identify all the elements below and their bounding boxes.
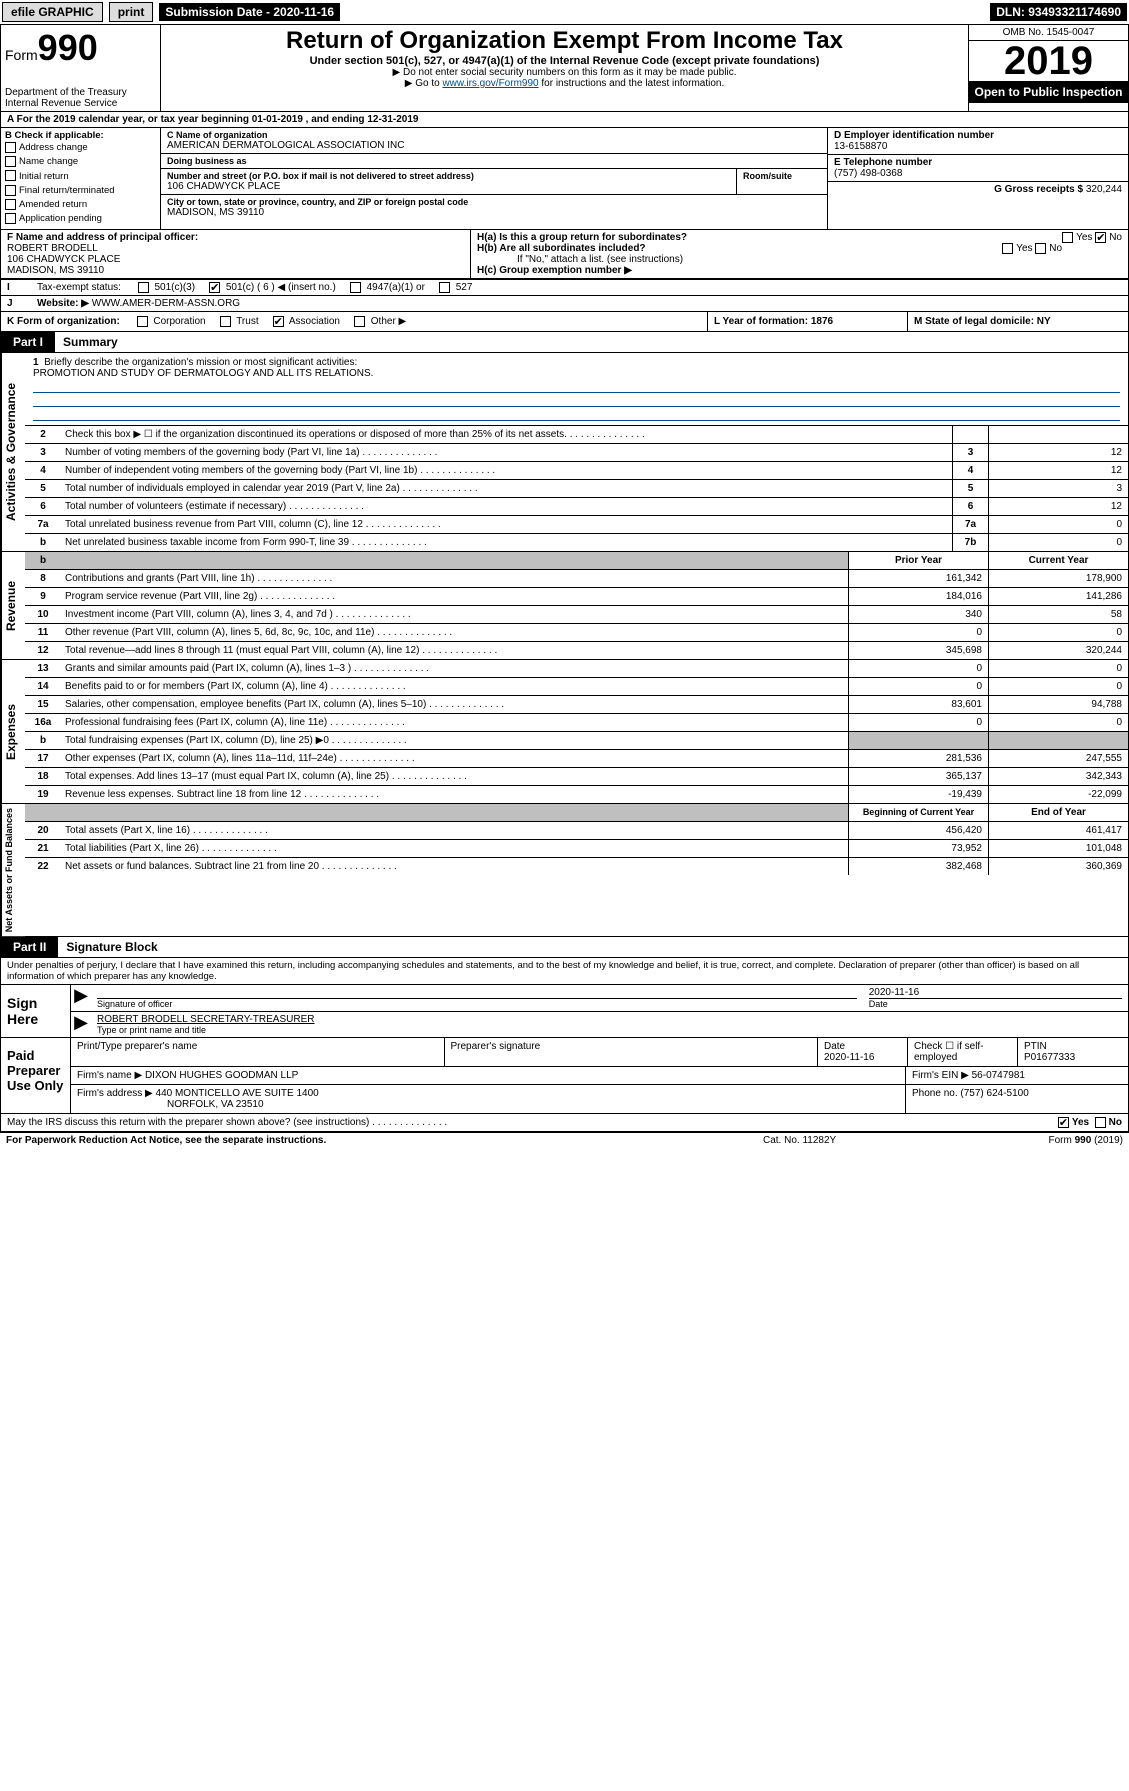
- section-f: F Name and address of principal officer:…: [1, 230, 471, 278]
- mission-line: 1 Briefly describe the organization's mi…: [25, 353, 1128, 426]
- line-13: 13Grants and similar amounts paid (Part …: [25, 660, 1128, 678]
- right-info-column: D Employer identification number 13-6158…: [828, 128, 1128, 229]
- section-m: M State of legal domicile: NY: [908, 312, 1128, 331]
- gross-receipts: 320,244: [1086, 184, 1122, 195]
- org-name: AMERICAN DERMATOLOGICAL ASSOCIATION INC: [167, 140, 821, 151]
- section-b: B Check if applicable: Address changeNam…: [1, 128, 161, 229]
- org-form-opt[interactable]: Corporation: [137, 316, 206, 327]
- line-2: 2Check this box ▶ ☐ if the organization …: [25, 426, 1128, 444]
- checkbox-final-return-terminated[interactable]: Final return/terminated: [5, 184, 156, 198]
- line-17: 17Other expenses (Part IX, column (A), l…: [25, 750, 1128, 768]
- line-16a: 16aProfessional fundraising fees (Part I…: [25, 714, 1128, 732]
- line-7a: 7aTotal unrelated business revenue from …: [25, 516, 1128, 534]
- form-subtitle-1: Under section 501(c), 527, or 4947(a)(1)…: [167, 55, 962, 67]
- tax-status-opt[interactable]: 501(c)(3): [138, 282, 195, 293]
- vert-governance: Activities & Governance: [1, 353, 25, 551]
- sign-here-block: Sign Here ▶ Signature of officer 2020-11…: [1, 985, 1128, 1038]
- checkbox-amended-return[interactable]: Amended return: [5, 198, 156, 212]
- vert-net-assets: Net Assets or Fund Balances: [1, 804, 25, 936]
- checkbox-name-change[interactable]: Name change: [5, 155, 156, 169]
- checkbox-address-change[interactable]: Address change: [5, 141, 156, 155]
- section-h: H(a) Is this a group return for subordin…: [471, 230, 1128, 278]
- line-18: 18Total expenses. Add lines 13–17 (must …: [25, 768, 1128, 786]
- tax-status-opt[interactable]: 501(c) ( 6 ) ◀ (insert no.): [209, 282, 336, 293]
- paid-preparer-block: Paid Preparer Use Only Print/Type prepar…: [1, 1038, 1128, 1114]
- website-url[interactable]: WWW.AMER-DERM-ASSN.ORG: [92, 298, 240, 309]
- line-a: A For the 2019 calendar year, or tax yea…: [1, 112, 1128, 128]
- line-4: 4Number of independent voting members of…: [25, 462, 1128, 480]
- line-11: 11Other revenue (Part VIII, column (A), …: [25, 624, 1128, 642]
- efile-button[interactable]: efile GRAPHIC: [2, 2, 103, 22]
- checkbox-initial-return[interactable]: Initial return: [5, 170, 156, 184]
- city-state-zip: MADISON, MS 39110: [167, 207, 821, 218]
- form-subtitle-2a: ▶ Do not enter social security numbers o…: [167, 67, 962, 78]
- page-footer: For Paperwork Reduction Act Notice, see …: [0, 1133, 1129, 1148]
- line-b: bTotal fundraising expenses (Part IX, co…: [25, 732, 1128, 750]
- form-header: Form990 Department of the Treasury Inter…: [1, 25, 1128, 112]
- discuss-line: May the IRS discuss this return with the…: [1, 1114, 1128, 1132]
- checkbox-application-pending[interactable]: Application pending: [5, 212, 156, 226]
- form-subtitle-2b: ▶ Go to www.irs.gov/Form990 for instruct…: [167, 78, 962, 89]
- section-k: K Form of organization: Corporation Trus…: [1, 312, 708, 331]
- website-line: Website: ▶ WWW.AMER-DERM-ASSN.ORG: [37, 298, 1122, 309]
- print-button[interactable]: print: [109, 2, 154, 22]
- line-21: 21Total liabilities (Part X, line 26)73,…: [25, 840, 1128, 858]
- line-5: 5Total number of individuals employed in…: [25, 480, 1128, 498]
- org-form-opt[interactable]: Trust: [220, 316, 259, 327]
- line-14: 14Benefits paid to or for members (Part …: [25, 678, 1128, 696]
- top-toolbar: efile GRAPHIC print Submission Date - 20…: [0, 0, 1129, 24]
- line-b: bNet unrelated business taxable income f…: [25, 534, 1128, 551]
- declaration-text: Under penalties of perjury, I declare th…: [1, 958, 1128, 985]
- form-number: Form990: [5, 27, 156, 69]
- dln-label: DLN: 93493321174690: [990, 3, 1127, 21]
- tax-year: 2019: [969, 41, 1128, 81]
- irs-link[interactable]: www.irs.gov/Form990: [442, 78, 538, 89]
- part-2-header: Part II Signature Block: [1, 937, 1128, 958]
- line-15: 15Salaries, other compensation, employee…: [25, 696, 1128, 714]
- tax-status-opt[interactable]: 4947(a)(1) or: [350, 282, 425, 293]
- street-address: 106 CHADWYCK PLACE: [167, 181, 730, 192]
- vert-expenses: Expenses: [1, 660, 25, 803]
- line-8: 8Contributions and grants (Part VIII, li…: [25, 570, 1128, 588]
- phone-value: (757) 498-0368: [834, 168, 1122, 179]
- ein-value: 13-6158870: [834, 141, 1122, 152]
- part-1-header: Part I Summary: [1, 332, 1128, 353]
- tax-exempt-status: Tax-exempt status: 501(c)(3) 501(c) ( 6 …: [37, 282, 1122, 293]
- line-20: 20Total assets (Part X, line 16)456,4204…: [25, 822, 1128, 840]
- checkbox-list: Address changeName changeInitial returnF…: [5, 141, 156, 227]
- tax-status-opt[interactable]: 527: [439, 282, 472, 293]
- line-10: 10Investment income (Part VIII, column (…: [25, 606, 1128, 624]
- section-c: C Name of organization AMERICAN DERMATOL…: [161, 128, 828, 229]
- org-form-opt[interactable]: Other ▶: [354, 316, 406, 327]
- line-6: 6Total number of volunteers (estimate if…: [25, 498, 1128, 516]
- submission-date-label: Submission Date - 2020-11-16: [159, 3, 340, 21]
- line-12: 12Total revenue—add lines 8 through 11 (…: [25, 642, 1128, 659]
- line-22: 22Net assets or fund balances. Subtract …: [25, 858, 1128, 875]
- form-990: Form990 Department of the Treasury Inter…: [0, 24, 1129, 1133]
- form-title: Return of Organization Exempt From Incom…: [167, 27, 962, 55]
- vert-revenue: Revenue: [1, 552, 25, 659]
- section-l: L Year of formation: 1876: [708, 312, 908, 331]
- line-3: 3Number of voting members of the governi…: [25, 444, 1128, 462]
- open-public-label: Open to Public Inspection: [969, 81, 1128, 103]
- org-form-opt[interactable]: Association: [273, 316, 340, 327]
- dept-label: Department of the Treasury Internal Reve…: [5, 87, 156, 109]
- line-19: 19Revenue less expenses. Subtract line 1…: [25, 786, 1128, 803]
- line-9: 9Program service revenue (Part VIII, lin…: [25, 588, 1128, 606]
